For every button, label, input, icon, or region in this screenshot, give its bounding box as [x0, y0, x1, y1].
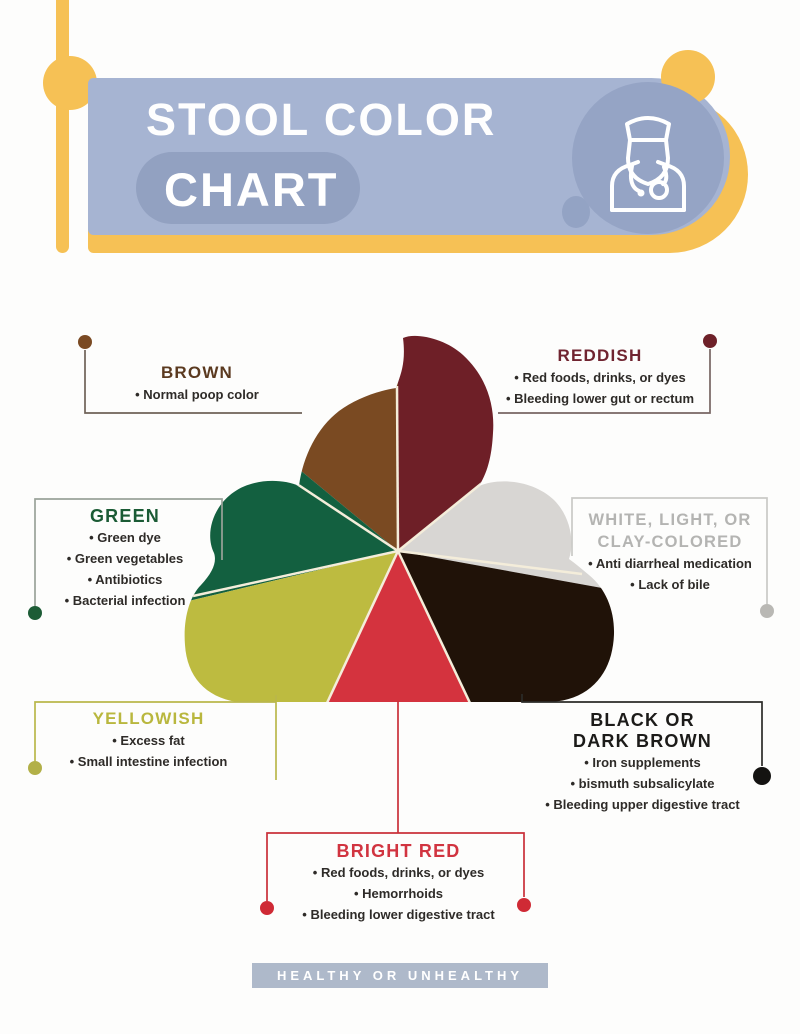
section-bright-red: BRIGHT RED • Red foods, drinks, or dyes … — [286, 840, 511, 925]
black-endpoint-dot — [753, 767, 771, 785]
section-reddish: REDDISH • Red foods, drinks, or dyes • B… — [486, 345, 714, 409]
brown-heading: BROWN — [160, 363, 234, 382]
brown-connector-line — [84, 350, 302, 414]
footer-banner: HEALTHY OR UNHEALTHY — [252, 963, 548, 988]
reddish-bullet: • Red foods, drinks, or dyes — [514, 370, 686, 385]
green-bullet: • Antibiotics — [87, 572, 163, 587]
reddish-endpoint-dot — [703, 334, 717, 348]
segment-white-gray — [398, 335, 615, 650]
section-brown: BROWN • Normal poop color — [92, 362, 302, 405]
green-bullet: • Green dye — [89, 530, 161, 545]
brown-bullet: • Normal poop color — [135, 387, 259, 402]
green-connector-line — [34, 498, 223, 606]
chart-title-pill — [136, 152, 360, 224]
bright-red-endpoint-dot-right — [517, 898, 531, 912]
segment-yellowish — [184, 551, 398, 702]
section-white-light-clay: WHITE, LIGHT, OR CLAY-COLORED • Anti dia… — [566, 509, 774, 595]
black-heading-line1: BLACK OR — [590, 710, 695, 730]
white-heading-line1: WHITE, LIGHT, OR — [588, 511, 752, 529]
white-bullet: • Anti diarrheal medication — [588, 556, 752, 571]
doctor-badge — [572, 82, 724, 234]
bright-red-bullet: • Bleeding lower digestive tract — [302, 907, 495, 922]
reddish-heading: REDDISH — [557, 346, 643, 365]
segment-brown — [184, 335, 398, 551]
reddish-connector-line — [498, 349, 711, 414]
black-bullet: • Iron supplements — [584, 755, 701, 770]
white-bullet: • Lack of bile — [630, 577, 710, 592]
yellowish-connector-line — [34, 701, 276, 761]
green-bullet: • Bacterial infection — [64, 593, 186, 608]
white-heading-line2: CLAY-COLORED — [597, 533, 743, 551]
bright-red-endpoint-dot-left — [260, 901, 274, 915]
page-title-chart: CHART — [164, 163, 339, 216]
black-connector-line — [521, 694, 763, 766]
yellowish-heading: YELLOWISH — [92, 709, 205, 728]
white-endpoint-dot — [760, 604, 774, 618]
segment-green — [184, 335, 398, 698]
green-bullet: • Green vegetables — [66, 551, 184, 566]
bright-red-connector-line — [266, 832, 525, 901]
page-title: STOOL COLOR — [146, 94, 497, 145]
green-heading: GREEN — [89, 506, 160, 526]
doctor-icon — [610, 116, 686, 212]
green-endpoint-dot — [28, 606, 42, 620]
reddish-bullet: • Bleeding lower gut or rectum — [505, 391, 695, 406]
bright-red-heading: BRIGHT RED — [336, 841, 461, 861]
white-connector-line — [571, 497, 768, 604]
section-yellowish: YELLOWISH • Excess fat • Small intestine… — [46, 708, 251, 772]
bright-red-bullet: • Hemorrhoids — [353, 886, 444, 901]
section-black-dark-brown: BLACK OR DARK BROWN • Iron supplements •… — [530, 710, 755, 815]
bright-red-bullet: • Red foods, drinks, or dyes — [312, 865, 485, 880]
yellowish-bullet: • Excess fat — [112, 733, 185, 748]
yellowish-bullet: • Small intestine infection — [69, 754, 228, 769]
black-bullet: • bismuth subsalicylate — [570, 776, 715, 791]
yellowish-endpoint-dot — [28, 761, 42, 775]
black-heading-line2: DARK BROWN — [573, 731, 712, 751]
segment-dividers — [192, 385, 583, 702]
black-bullet: • Bleeding upper digestive tract — [545, 797, 740, 812]
brown-endpoint-dot — [78, 335, 92, 349]
section-green: GREEN • Green dye • Green vegetables • A… — [36, 505, 214, 611]
segment-reddish — [398, 335, 615, 551]
segment-black-brown — [398, 551, 615, 702]
